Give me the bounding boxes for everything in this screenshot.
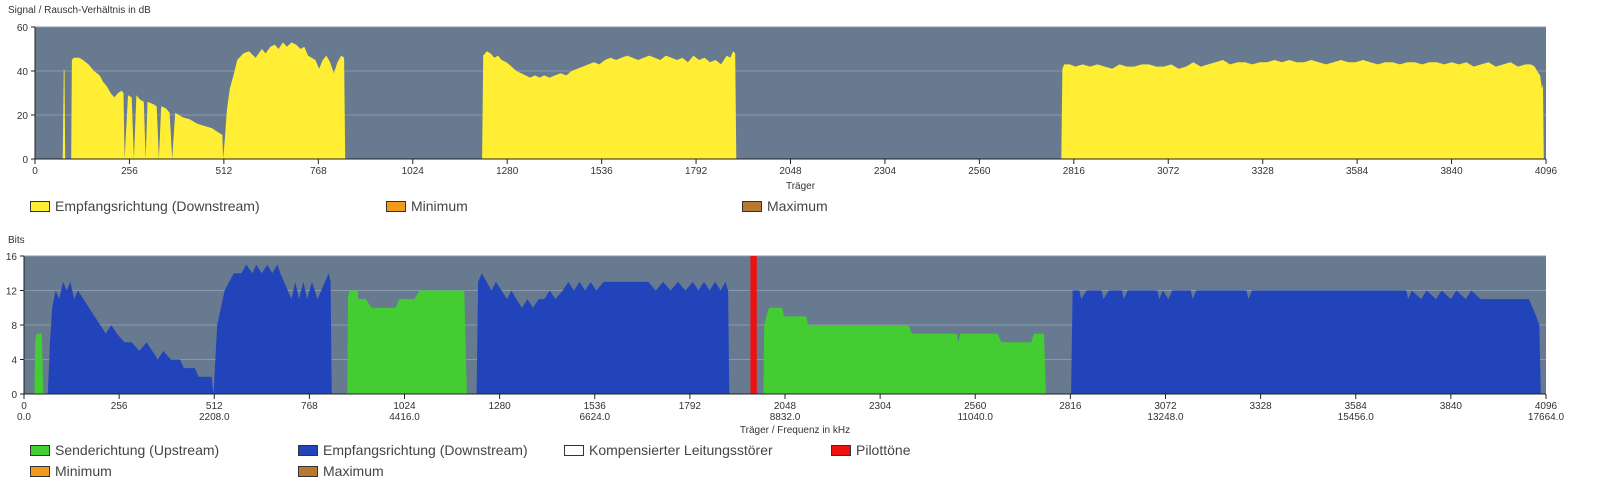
x-tick-label: 2304 (869, 401, 892, 412)
x-tick-label: 1792 (679, 401, 702, 412)
frequency-tick-label: 11040.0 (958, 412, 994, 423)
legend-item-maximum[interactable]: Maximum (742, 197, 828, 215)
legend-label: Minimum (55, 463, 112, 479)
x-tick-label: 4096 (1535, 166, 1558, 177)
legend-label: Minimum (411, 198, 468, 214)
x-axis-title: Träger / Frequenz in kHz (740, 425, 850, 436)
legend-item-senderichtung-upstream-[interactable]: Senderichtung (Upstream) (30, 441, 219, 459)
x-tick-label: 1024 (402, 166, 425, 177)
x-tick-label: 3840 (1440, 401, 1463, 412)
frequency-tick-label: 4416.0 (389, 412, 420, 423)
x-tick-label: 2816 (1059, 401, 1082, 412)
frequency-tick-label: 8832.0 (770, 412, 801, 423)
x-tick-label: 0 (21, 401, 27, 412)
frequency-tick-label: 6624.0 (579, 412, 610, 423)
legend-item-maximum[interactable]: Maximum (298, 462, 384, 480)
x-tick-label: 1024 (393, 401, 416, 412)
x-tick-label: 2048 (779, 166, 802, 177)
x-tick-label: 512 (206, 401, 223, 412)
legend-item-minimum[interactable]: Minimum (30, 462, 112, 480)
frequency-tick-label: 15456.0 (1338, 412, 1375, 423)
x-tick-label: 3584 (1346, 166, 1369, 177)
x-tick-label: 3328 (1250, 401, 1273, 412)
x-tick-label: 512 (216, 166, 233, 177)
frequency-tick-label: 0.0 (17, 412, 31, 423)
x-tick-label: 1280 (496, 166, 519, 177)
chart-1: 0 20 40 60 0 256 512 768 1024 1280 1536 1792 2048 230… (8, 5, 1558, 192)
x-tick-label: 2304 (874, 166, 897, 177)
legend-label: Pilottöne (856, 442, 911, 458)
y-tick-label: 4 (11, 356, 17, 367)
legend-item-pilott-ne[interactable]: Pilottöne (831, 441, 910, 459)
x-tick-label: 4096 (1535, 401, 1558, 412)
y-tick-label: 12 (6, 287, 18, 298)
legend-label: Kompensierter Leitungsstörer (589, 442, 773, 458)
legend-label: Maximum (767, 198, 828, 214)
legend-swatch (30, 200, 50, 212)
x-tick-label: 3328 (1252, 166, 1275, 177)
legend-label: Empfangsrichtung (Downstream) (323, 442, 528, 458)
legend-swatch (742, 200, 762, 212)
legend-label: Senderichtung (Upstream) (55, 442, 220, 458)
y-tick-label: 8 (11, 321, 17, 332)
y-tick-label: 0 (22, 155, 28, 166)
x-tick-label: 3584 (1345, 401, 1368, 412)
y-axis-title: Bits (8, 235, 25, 246)
x-tick-label: 1280 (489, 401, 512, 412)
x-tick-label: 3072 (1157, 166, 1180, 177)
frequency-tick-label: 13248.0 (1147, 412, 1184, 423)
legend-swatch (386, 200, 406, 212)
legend-item-empfangsrichtung-downstream-[interactable]: Empfangsrichtung (Downstream) (298, 441, 528, 459)
x-tick-label: 1536 (591, 166, 614, 177)
x-tick-label: 1792 (685, 166, 708, 177)
legend-swatch (30, 444, 50, 456)
x-tick-label: 256 (121, 166, 138, 177)
x-tick-label: 2560 (968, 166, 991, 177)
legend-swatch (831, 444, 851, 456)
x-tick-label: 2048 (774, 401, 797, 412)
y-tick-label: 0 (11, 390, 17, 401)
legend-swatch (298, 465, 318, 477)
legend-item-empfangsrichtung-downstream-[interactable]: Empfangsrichtung (Downstream) (30, 197, 260, 215)
legend-swatch (564, 444, 584, 456)
legend-swatch (298, 444, 318, 456)
frequency-tick-label: 2208.0 (199, 412, 230, 423)
x-tick-label: 768 (301, 401, 318, 412)
y-axis-title: Signal / Rausch-Verhältnis in dB (8, 5, 151, 16)
series-area-empfangsrichtung-downstream- (62, 42, 1544, 159)
legend-label: Maximum (323, 463, 384, 479)
x-tick-label: 3072 (1154, 401, 1177, 412)
x-tick-label: 1536 (584, 401, 607, 412)
x-tick-label: 768 (310, 166, 327, 177)
x-tick-label: 256 (111, 401, 128, 412)
series-area-senderichtung-upstream- (34, 290, 1046, 394)
legend-swatch (30, 465, 50, 477)
legend-item-kompensierter-leitungsst-rer[interactable]: Kompensierter Leitungsstörer (564, 441, 773, 459)
legend-label: Empfangsrichtung (Downstream) (55, 198, 260, 214)
series-area-empfangsrichtung-downstream- (47, 264, 1541, 394)
y-tick-label: 40 (17, 67, 29, 78)
y-tick-label: 16 (6, 252, 18, 263)
x-tick-label: 0 (32, 166, 38, 177)
y-tick-label: 20 (17, 111, 29, 122)
x-tick-label: 2816 (1063, 166, 1086, 177)
legend-item-minimum[interactable]: Minimum (386, 197, 468, 215)
pilot-tone-bar (750, 256, 757, 394)
x-tick-label: 2560 (964, 401, 987, 412)
frequency-tick-label: 17664.0 (1528, 412, 1565, 423)
y-tick-label: 60 (17, 23, 29, 34)
x-axis-title: Träger (786, 181, 816, 192)
x-tick-label: 3840 (1440, 166, 1463, 177)
